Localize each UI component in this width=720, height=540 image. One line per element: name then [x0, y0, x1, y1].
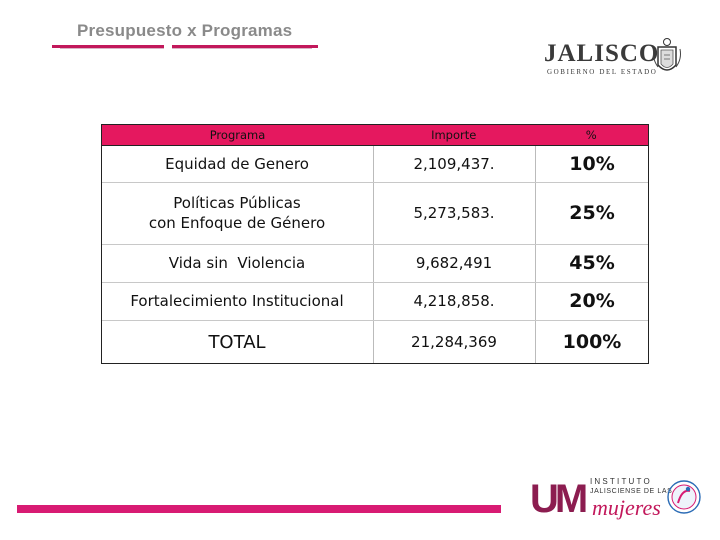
column-header-percent: % [585, 128, 597, 142]
importe-cell: 2,109,437. [413, 155, 495, 173]
programa-cell: Políticas Públicas con Enfoque de Género [101, 182, 373, 244]
row-divider [101, 182, 649, 183]
percent-cell: 10% [569, 153, 615, 175]
institute-badge-icon [667, 480, 701, 514]
programa-cell-line1: Políticas Públicas [173, 194, 301, 212]
column-header-programa: Programa [209, 128, 266, 142]
total-percent: 100% [562, 331, 622, 353]
coat-of-arms-icon [653, 38, 681, 71]
column-divider [535, 146, 536, 364]
total-label: TOTAL [208, 331, 266, 353]
importe-cell: 4,218,858. [413, 292, 495, 310]
column-header-importe: Importe [431, 128, 477, 142]
programa-cell: Equidad de Genero [165, 155, 309, 173]
institute-logo-letters: UM [530, 477, 588, 521]
institute-logo-line2: JALISCIENSE DE LAS [590, 488, 673, 495]
budget-table: Programa Importe % Equidad de Genero 2,1… [101, 124, 649, 364]
table-border-bottom [101, 363, 649, 364]
table-row: Equidad de Genero 2,109,437. 10% [101, 146, 649, 182]
row-divider [101, 282, 649, 283]
table-total-row: TOTAL 21,284,369 100% [101, 320, 649, 364]
programa-cell: Vida sin Violencia [168, 254, 306, 272]
percent-cell: 20% [569, 290, 615, 312]
jalisco-logo: JALISCO GOBIERNO DEL ESTADO [544, 38, 684, 80]
title-underline-left [52, 45, 164, 48]
table-border-left [101, 124, 102, 364]
row-divider [101, 320, 649, 321]
table-row: Fortalecimiento Institucional 4,218,858.… [101, 282, 649, 320]
title-underline-shadow-left [60, 48, 164, 49]
table-row: Vida sin Violencia 9,682,491 45% [101, 244, 649, 282]
percent-cell: 45% [569, 252, 615, 274]
jalisco-logo-word: JALISCO [544, 40, 660, 67]
title-underline-shadow-right [172, 48, 312, 49]
table-row: Políticas Públicas con Enfoque de Género… [101, 182, 649, 244]
row-divider [101, 244, 649, 245]
percent-cell: 25% [569, 202, 615, 224]
importe-cell: 9,682,491 [415, 254, 493, 272]
programa-cell: Fortalecimiento Institucional [130, 292, 344, 310]
slide-title: Presupuesto x Programas [77, 21, 293, 40]
total-importe: 21,284,369 [411, 333, 497, 351]
programa-cell-line2: con Enfoque de Género [148, 214, 326, 232]
table-border-right [648, 124, 649, 364]
instituto-mujeres-logo: UM INSTITUTO JALISCIENSE DE LAS mujeres [530, 475, 710, 525]
title-underline-right [172, 45, 318, 48]
table-header-row: Programa Importe % [101, 124, 649, 146]
importe-cell: 5,273,583. [413, 204, 495, 222]
jalisco-logo-subtitle: GOBIERNO DEL ESTADO [547, 68, 658, 76]
column-divider [373, 146, 374, 364]
institute-logo-line3: mujeres [592, 495, 661, 520]
institute-logo-line1: INSTITUTO [590, 477, 652, 486]
footer-accent-bar [17, 505, 501, 513]
